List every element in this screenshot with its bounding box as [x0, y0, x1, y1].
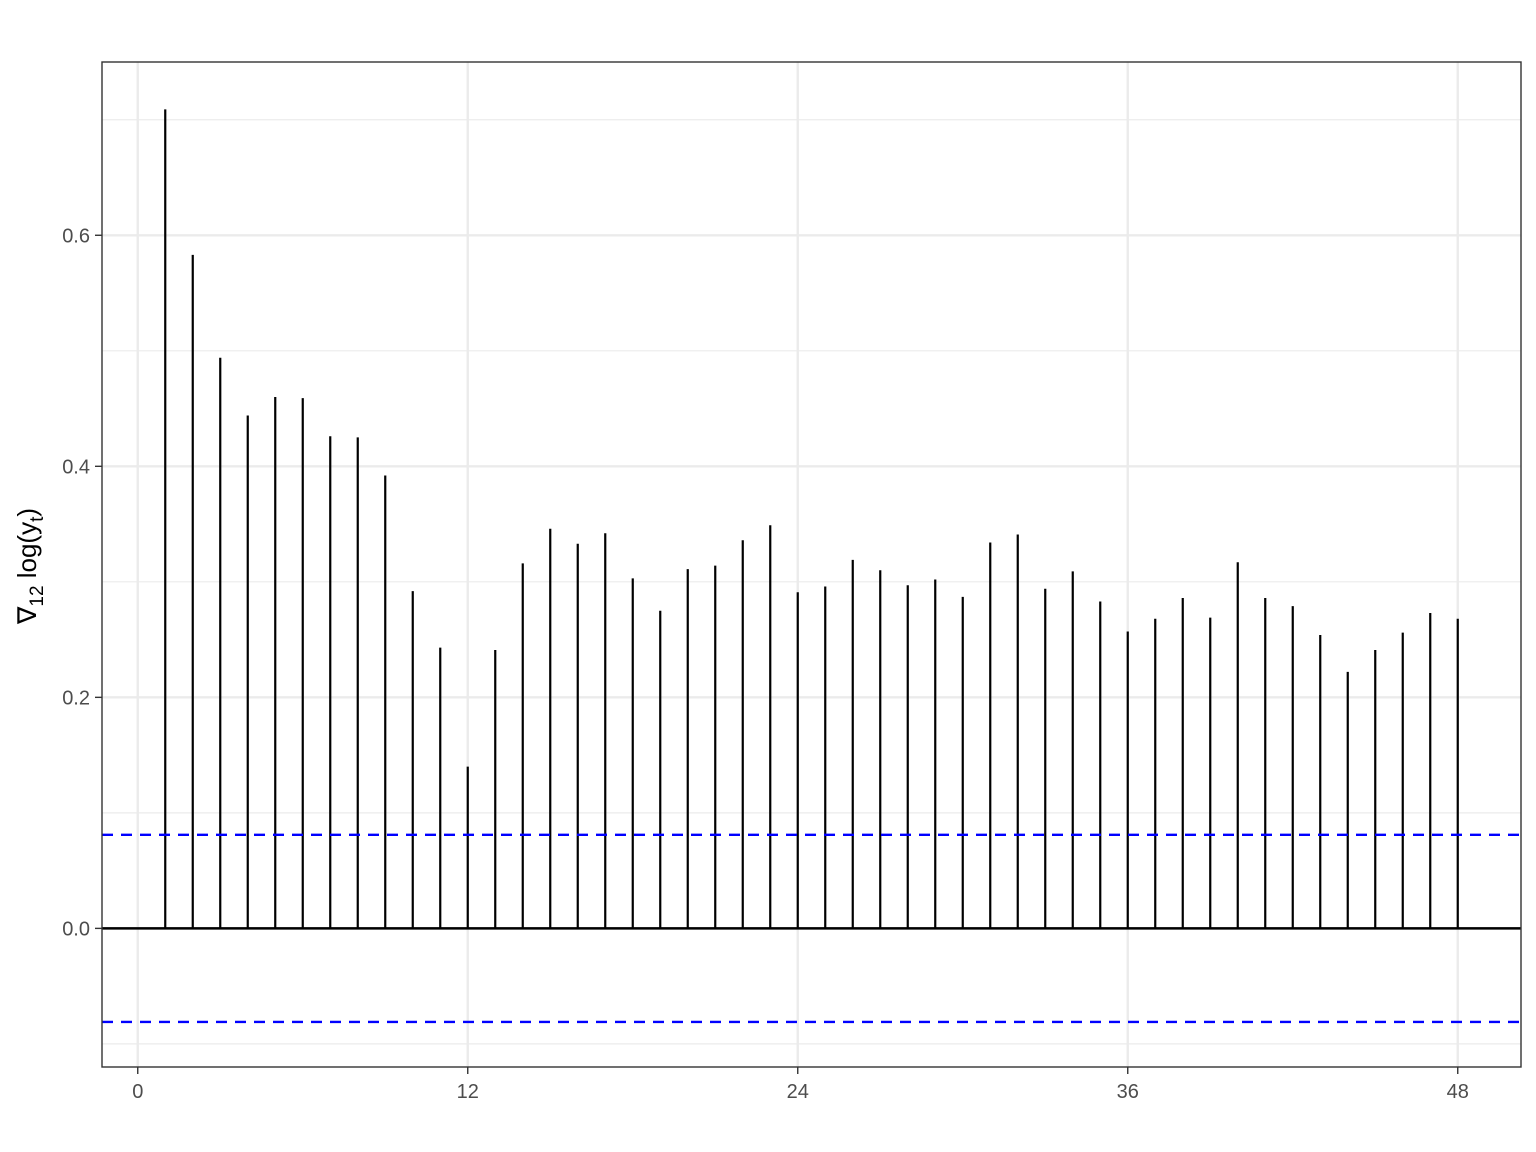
y-tick-label-0: 0.0 — [62, 918, 90, 940]
y-axis-title: ∇12 log(yt) — [12, 508, 48, 625]
y-tick-label-3: 0.6 — [62, 225, 90, 247]
panel-border — [101, 61, 1522, 1068]
x-tick-label-4: 48 — [1447, 1081, 1469, 1103]
x-tick-label-0: 0 — [132, 1081, 143, 1103]
grid-minor — [102, 119, 1521, 1045]
confidence-bounds — [102, 833, 1521, 1024]
x-tick-label-1: 12 — [457, 1081, 479, 1103]
x-axis: 0 12 24 36 48 — [132, 1067, 1469, 1103]
y-axis: 0.0 0.2 0.4 0.6 — [62, 225, 102, 940]
y-tick-label-1: 0.2 — [62, 687, 90, 709]
x-tick-label-2: 24 — [787, 1081, 809, 1103]
y-axis-title-main-sub: t — [27, 516, 48, 522]
y-axis-title-main: log(y — [12, 522, 42, 586]
x-tick-label-3: 36 — [1117, 1081, 1139, 1103]
y-axis-title-prefix-sub: 12 — [27, 585, 48, 606]
y-axis-title-prefix: ∇ — [12, 606, 42, 625]
y-axis-title-suffix: ) — [12, 508, 42, 517]
acf-bars — [164, 109, 1459, 929]
y-tick-label-2: 0.4 — [62, 456, 90, 478]
